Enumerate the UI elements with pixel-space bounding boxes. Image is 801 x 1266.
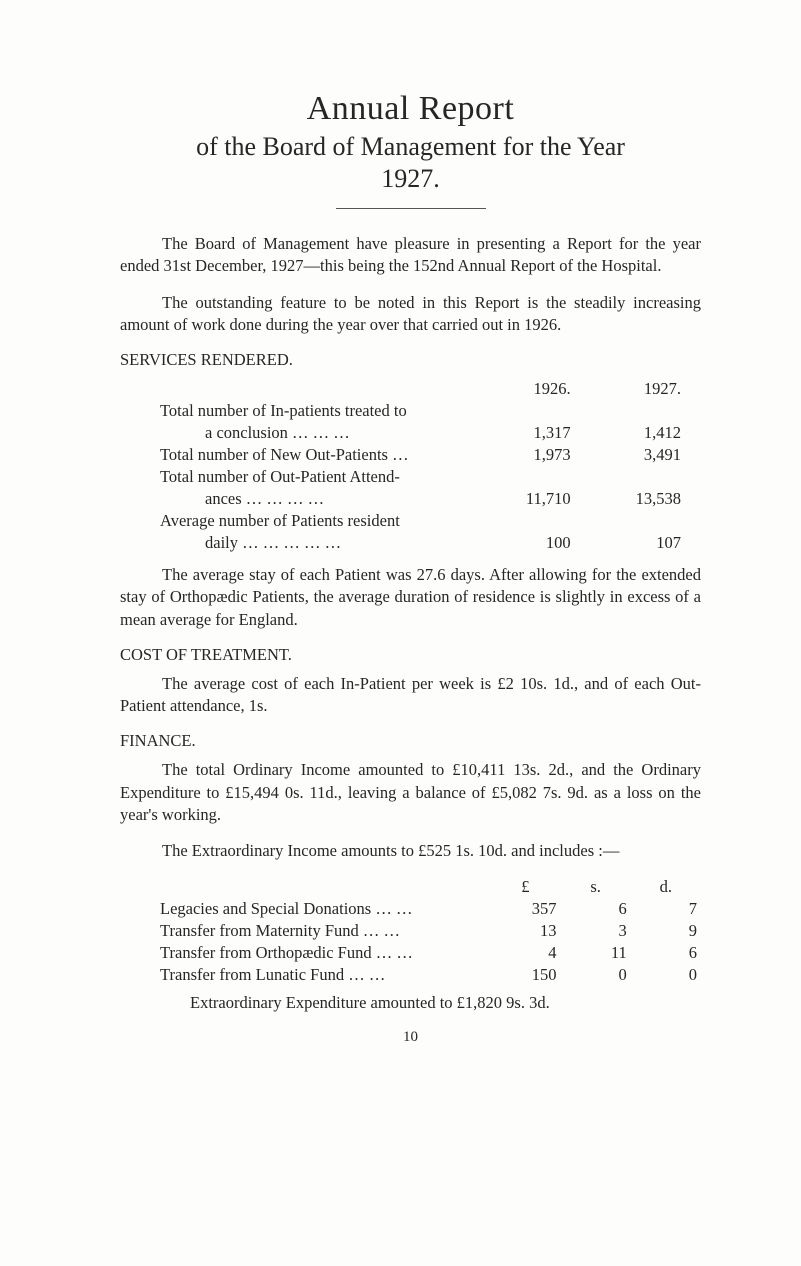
row-v2: 1,412 xyxy=(591,422,701,444)
table-row: Average number of Patients resident xyxy=(120,510,701,532)
row-s: 6 xyxy=(561,898,631,920)
row-L: 150 xyxy=(490,964,560,986)
table-row: ances … … … … 11,710 13,538 xyxy=(120,488,701,510)
title-main: Annual Report xyxy=(120,90,701,128)
row-L: 13 xyxy=(490,920,560,942)
row-label: Transfer from Maternity Fund … … xyxy=(120,920,490,942)
row-label: a conclusion … … … xyxy=(120,422,480,444)
row-v2: 107 xyxy=(591,532,701,554)
row-s: 11 xyxy=(561,942,631,964)
table-row: daily … … … … … 100 107 xyxy=(120,532,701,554)
row-label: ances … … … … xyxy=(120,488,480,510)
table-row: a conclusion … … … 1,317 1,412 xyxy=(120,422,701,444)
row-s: 0 xyxy=(561,964,631,986)
table-row: Legacies and Special Donations … … 357 6… xyxy=(120,898,701,920)
outstanding-paragraph: The outstanding feature to be noted in t… xyxy=(120,292,701,337)
finance-table: £ s. d. Legacies and Special Donations …… xyxy=(120,876,701,986)
col-1927: 1927. xyxy=(591,378,701,400)
table-row: Transfer from Maternity Fund … … 13 3 9 xyxy=(120,920,701,942)
row-v1: 1,973 xyxy=(480,444,590,466)
row-d: 6 xyxy=(631,942,701,964)
cost-heading: COST OF TREATMENT. xyxy=(120,645,701,665)
table-row: Total number of In-patients treated to xyxy=(120,400,701,422)
row-v1: 100 xyxy=(480,532,590,554)
finance-paragraph-3: Extraordinary Expenditure amounted to £1… xyxy=(120,992,701,1014)
col-d: d. xyxy=(631,876,701,898)
row-label: Legacies and Special Donations … … xyxy=(120,898,490,920)
row-label: Transfer from Lunatic Fund … … xyxy=(120,964,490,986)
services-heading: SERVICES RENDERED. xyxy=(120,350,701,370)
title-subline: of the Board of Management for the Year xyxy=(120,132,701,162)
row-label: Total number of In-patients treated to xyxy=(120,400,480,422)
row-v2: 3,491 xyxy=(591,444,701,466)
table-row-header: 1926. 1927. xyxy=(120,378,701,400)
title-year: 1927. xyxy=(120,164,701,194)
row-d: 0 xyxy=(631,964,701,986)
row-v1: 11,710 xyxy=(480,488,590,510)
document-page: Annual Report of the Board of Management… xyxy=(0,0,801,1086)
row-label: Total number of Out-Patient Attend- xyxy=(120,466,480,488)
table-row-header: £ s. d. xyxy=(120,876,701,898)
table-row: Transfer from Lunatic Fund … … 150 0 0 xyxy=(120,964,701,986)
finance-heading: FINANCE. xyxy=(120,731,701,751)
table-row: Transfer from Orthopædic Fund … … 4 11 6 xyxy=(120,942,701,964)
avg-stay-paragraph: The average stay of each Patient was 27.… xyxy=(120,564,701,631)
table-row: Total number of New Out-Patients … 1,973… xyxy=(120,444,701,466)
intro-paragraph: The Board of Management have pleasure in… xyxy=(120,233,701,278)
col-1926: 1926. xyxy=(480,378,590,400)
col-L: £ xyxy=(490,876,560,898)
row-label: Average number of Patients resident xyxy=(120,510,480,532)
row-L: 357 xyxy=(490,898,560,920)
row-label: daily … … … … … xyxy=(120,532,480,554)
row-v2: 13,538 xyxy=(591,488,701,510)
row-label: Total number of New Out-Patients … xyxy=(120,444,480,466)
row-label: Transfer from Orthopædic Fund … … xyxy=(120,942,490,964)
horizontal-rule xyxy=(336,208,486,209)
finance-paragraph-2: The Extraordinary Income amounts to £525… xyxy=(120,840,701,862)
row-L: 4 xyxy=(490,942,560,964)
row-d: 7 xyxy=(631,898,701,920)
col-s: s. xyxy=(561,876,631,898)
page-number: 10 xyxy=(120,1029,701,1046)
cost-paragraph: The average cost of each In-Patient per … xyxy=(120,673,701,718)
row-d: 9 xyxy=(631,920,701,942)
row-s: 3 xyxy=(561,920,631,942)
row-v1: 1,317 xyxy=(480,422,590,444)
table-row: Total number of Out-Patient Attend- xyxy=(120,466,701,488)
finance-paragraph-1: The total Ordinary Income amounted to £1… xyxy=(120,759,701,826)
services-table: 1926. 1927. Total number of In-patients … xyxy=(120,378,701,554)
